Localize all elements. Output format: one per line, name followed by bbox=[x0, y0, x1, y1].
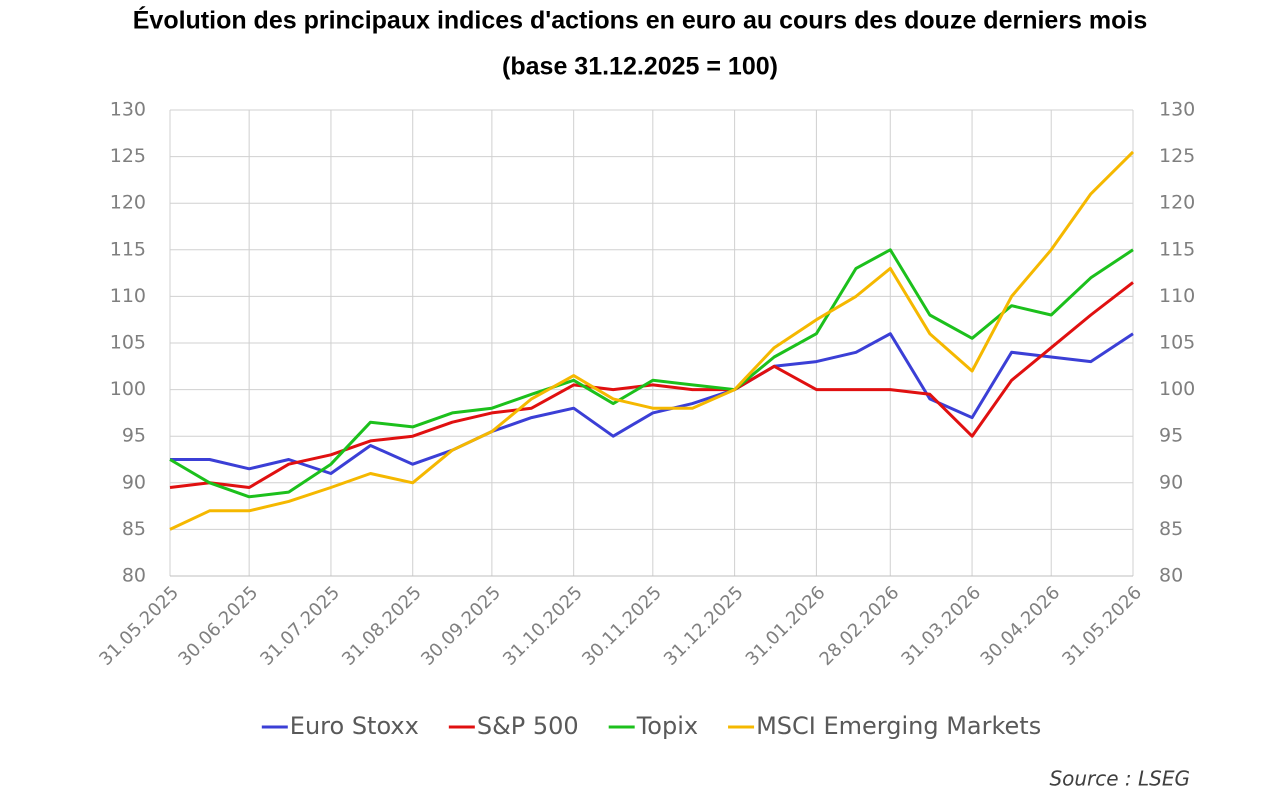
y2-tick-label: 90 bbox=[1159, 471, 1183, 493]
y-tick-label: 80 bbox=[122, 565, 146, 587]
x-tick-label: 31.03.2026 bbox=[897, 582, 985, 670]
series-line bbox=[169, 281, 1134, 489]
y-tick-label: 90 bbox=[122, 471, 146, 493]
x-tick-label: 31.12.2025 bbox=[660, 582, 748, 670]
y-tick-label: 95 bbox=[122, 425, 146, 447]
y2-tick-label: 85 bbox=[1159, 518, 1183, 540]
y2-tick-label: 130 bbox=[1159, 99, 1195, 121]
y-tick-label: 105 bbox=[110, 332, 146, 354]
x-tick-label: 31.07.2025 bbox=[256, 582, 344, 670]
source: Source : LSEG bbox=[1049, 767, 1190, 791]
x-tick-label: 30.09.2025 bbox=[417, 582, 505, 670]
y-tick-label: 120 bbox=[110, 192, 146, 214]
x-tick-label: 28.02.2026 bbox=[816, 582, 904, 670]
y2-tick-label: 105 bbox=[1159, 332, 1195, 354]
x-tick-label: 30.06.2025 bbox=[174, 582, 262, 670]
chart-title: Évolution des principaux indices d'actio… bbox=[133, 6, 1148, 35]
x-tick-label: 31.05.2026 bbox=[1058, 582, 1146, 670]
x-tick-label: 31.08.2025 bbox=[338, 582, 426, 670]
y2-tick-label: 110 bbox=[1159, 285, 1195, 307]
y2-tick-label: 100 bbox=[1159, 378, 1195, 400]
y2-tick-label: 115 bbox=[1159, 238, 1195, 260]
y-tick-label: 100 bbox=[110, 378, 146, 400]
y-tick-label: 130 bbox=[110, 99, 146, 121]
x-tick-label: 30.11.2025 bbox=[578, 582, 666, 670]
legend: Euro Stoxx S&P 500 Topix MSCI Emerging Mark… bbox=[261, 712, 1041, 740]
chart-subtitle: (base 31.12.2025 = 100) bbox=[502, 53, 778, 81]
legend-label: Topix bbox=[636, 712, 698, 740]
x-tick-label: 30.04.2026 bbox=[977, 582, 1065, 670]
x-tick-label: 31.05.2025 bbox=[95, 582, 183, 670]
series-line bbox=[169, 150, 1135, 531]
y-tick-label: 125 bbox=[110, 145, 146, 167]
y-tick-label: 110 bbox=[110, 285, 146, 307]
legend-label: MSCI Emerging Markets bbox=[756, 712, 1041, 740]
series-line bbox=[170, 332, 1134, 475]
series-line bbox=[169, 248, 1134, 499]
y2-tick-label: 120 bbox=[1159, 192, 1195, 214]
x-tick-label: 31.10.2025 bbox=[499, 582, 587, 670]
y-tick-label: 115 bbox=[110, 238, 146, 260]
y2-tick-label: 80 bbox=[1159, 565, 1183, 587]
y2-tick-label: 95 bbox=[1159, 425, 1183, 447]
legend-label: Euro Stoxx bbox=[290, 712, 419, 740]
y-tick-label: 85 bbox=[122, 518, 146, 540]
legend-label: S&P 500 bbox=[477, 712, 579, 740]
y2-tick-label: 125 bbox=[1159, 145, 1195, 167]
